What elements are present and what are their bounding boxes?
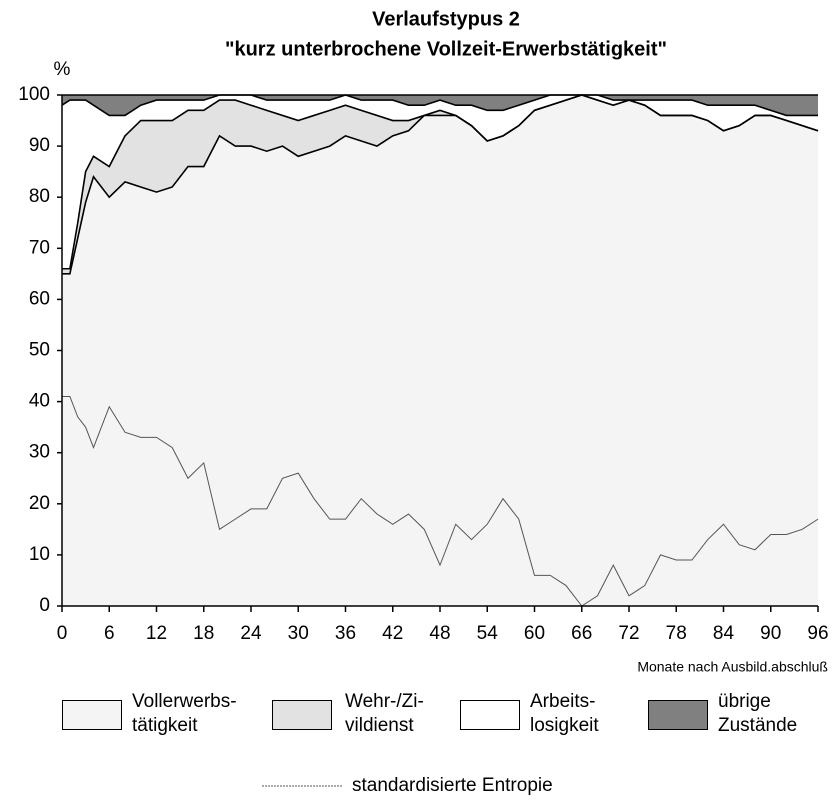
y-tick-label: 100 bbox=[18, 84, 50, 105]
x-tick-label: 36 bbox=[335, 623, 356, 644]
legend-swatch bbox=[460, 700, 520, 730]
x-tick-label: 30 bbox=[288, 623, 309, 644]
y-tick-label: 90 bbox=[29, 135, 50, 156]
x-tick-label: 42 bbox=[382, 623, 403, 644]
legend-label: Vollerwerbs- tätigkeit bbox=[132, 691, 237, 736]
y-tick-label: 0 bbox=[39, 595, 50, 616]
area-outline bbox=[61, 94, 818, 117]
legend-swatch bbox=[62, 700, 122, 730]
x-tick-label: 18 bbox=[193, 623, 214, 644]
x-tick-label: 90 bbox=[760, 623, 781, 644]
x-tick-label: 0 bbox=[57, 623, 68, 644]
y-tick-label: 40 bbox=[29, 391, 50, 412]
x-tick-label: 78 bbox=[666, 623, 687, 644]
y-tick-label: 20 bbox=[29, 493, 50, 514]
line bbox=[62, 395, 819, 607]
legend-label: standardisierte Entropie bbox=[352, 775, 553, 796]
area bbox=[62, 95, 818, 269]
legend-swatch bbox=[272, 700, 332, 730]
x-tick-label: 12 bbox=[146, 623, 167, 644]
area-outline bbox=[62, 94, 819, 270]
chart-subtitle: "kurz unterbrochene Vollzeit-Erwerbstäti… bbox=[225, 38, 667, 60]
legend-label: Wehr-/Zi- vildienst bbox=[345, 691, 424, 736]
x-tick-label: 96 bbox=[807, 623, 828, 644]
legend-swatch bbox=[648, 700, 708, 730]
legend-label: übrige Zustände bbox=[718, 691, 798, 736]
chart-title: Verlaufstypus 2 bbox=[372, 8, 520, 30]
y-axis-label: % bbox=[54, 59, 71, 80]
plot-area bbox=[61, 94, 819, 607]
x-tick-label: 6 bbox=[104, 623, 115, 644]
x-tick-label: 84 bbox=[713, 623, 735, 644]
y-tick-label: 80 bbox=[29, 186, 50, 207]
x-tick-label: 48 bbox=[429, 623, 450, 644]
y-tick-label: 30 bbox=[29, 442, 50, 463]
x-axis-label: Monate nach Ausbild.abschluß bbox=[637, 659, 828, 675]
y-tick-label: 50 bbox=[29, 340, 50, 361]
x-tick-label: 60 bbox=[524, 623, 545, 644]
area bbox=[62, 95, 818, 606]
x-tick-label: 72 bbox=[618, 623, 639, 644]
y-tick-label: 60 bbox=[29, 288, 50, 309]
area bbox=[62, 95, 818, 274]
x-tick-label: 54 bbox=[477, 623, 499, 644]
y-tick-label: 10 bbox=[29, 544, 50, 565]
y-tick-label: 70 bbox=[29, 237, 50, 258]
x-tick-label: 66 bbox=[571, 623, 592, 644]
x-tick-label: 24 bbox=[240, 623, 262, 644]
legend-label: Arbeits- losigkeit bbox=[530, 691, 599, 736]
